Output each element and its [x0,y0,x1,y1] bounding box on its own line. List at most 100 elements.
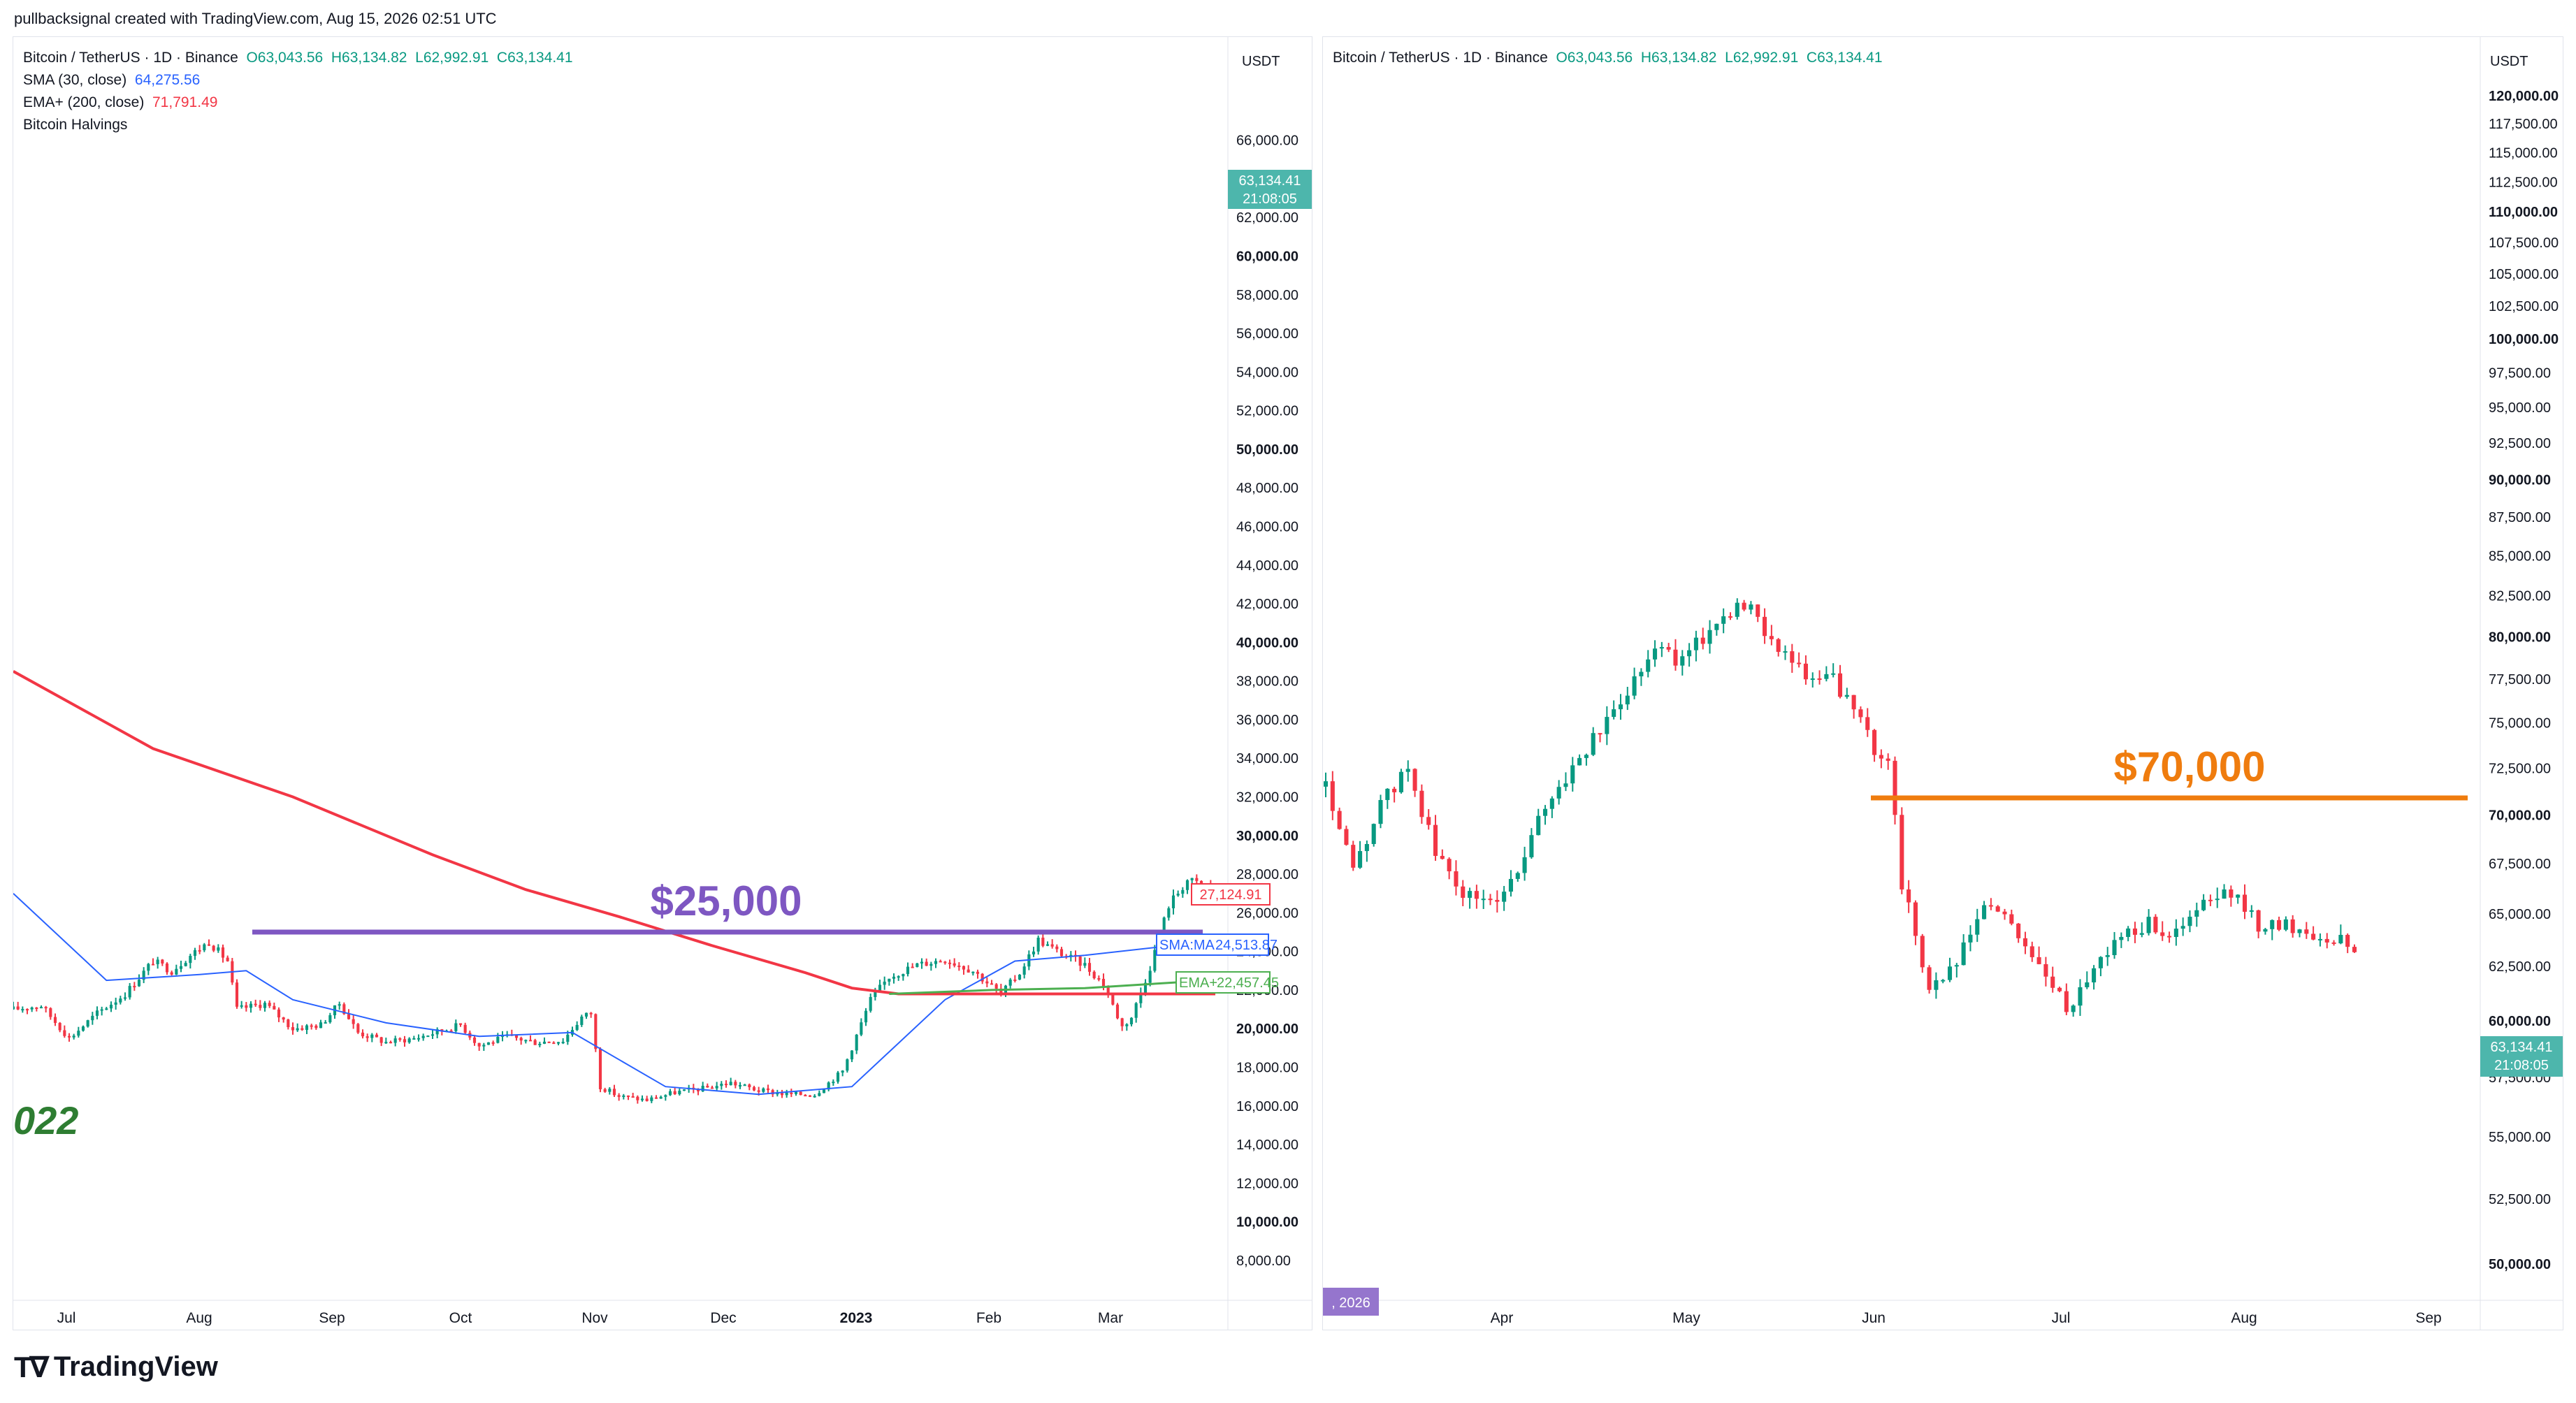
candle-body [1913,902,1918,936]
candle-body [1988,905,1993,907]
candle-body [1148,971,1152,983]
y-tick-label: 36,000.00 [1236,713,1298,728]
candle-body [193,950,197,957]
x-tick-label: Jul [2052,1310,2071,1326]
candle-body [1844,695,1849,697]
tradingview-logo[interactable]: T∇ TradingView [14,1350,218,1384]
candle-body [1139,992,1143,1003]
ema-legend-label[interactable]: EMA+ (200, close) [23,94,145,110]
candle-body [1171,895,1175,908]
sma-legend-label[interactable]: SMA (30, close) [23,72,127,88]
left-currency-label[interactable]: USDT [1242,54,1280,69]
left-chart-svg[interactable]: 8,000.00 10,000.00 12,000.00 14,000.00 16,00… [13,37,1312,1330]
halvings-legend-label[interactable]: Bitcoin Halvings [23,117,128,133]
price-badge-time: 21:08:05 [2494,1058,2549,1073]
y-tick-label: 55,000.00 [2489,1130,2551,1145]
candle-body [892,976,896,979]
candle-body [472,1037,477,1043]
candle-body [72,1035,75,1038]
price-badge[interactable] [1228,170,1312,209]
candle-body [1975,919,1980,935]
candle-body [1721,616,1726,624]
candle-body [1536,815,1541,836]
x-tick-label: Jun [1862,1310,1886,1326]
date-badge[interactable] [1323,1288,1379,1316]
candle-body [421,1035,425,1038]
candle-body [1797,662,1802,664]
candle-body [957,965,961,967]
candle-body [189,956,192,964]
candle-body [165,963,169,973]
candle-body [198,950,201,952]
candle-body [1013,979,1017,981]
candle-body [212,945,215,951]
candle-body [259,1005,262,1008]
y-tick-label: 92,500.00 [2489,436,2551,451]
candle-body [2029,946,2034,957]
candle-body [706,1086,709,1088]
right-close: C63,134.41 [1806,50,1883,66]
y-tick-label: 100,000.00 [2489,332,2559,347]
candle-body [1508,878,1514,892]
candle-body [1440,855,1445,859]
candle-body [748,1084,751,1087]
candle-body [1337,810,1342,829]
left-chart-pane[interactable]: 8,000.00 10,000.00 12,000.00 14,000.00 16,00… [13,36,1312,1330]
candle-body [524,1040,528,1042]
y-tick-label: 56,000.00 [1236,326,1298,342]
candle-body [2064,991,2069,1012]
candle-body [161,959,164,964]
candle-body [1344,829,1349,845]
right-chart-pane[interactable]: 50,000.00 52,500.00 55,000.00 57,500.00 60,0… [1322,36,2563,1330]
close-tag-value: 27,124.91 [1200,887,1262,903]
x-tick-label: Sep [319,1310,345,1326]
y-tick-label: 32,000.00 [1236,790,1298,806]
candle-body [1968,934,1973,943]
candle-body [496,1036,500,1043]
candle-body [2166,936,2172,938]
candle-body [1502,892,1507,902]
candle-body [2050,976,2055,988]
candle-body [1378,800,1383,824]
candle-body [1625,695,1630,705]
x-tick-label: Jul [57,1310,76,1326]
x-tick-label: Feb [976,1310,1001,1326]
candle-body [2338,935,2343,944]
candle-body [430,1034,435,1036]
candle-body [1735,602,1739,617]
price-badge[interactable] [2480,1036,2563,1077]
left-legend: Bitcoin / TetherUS · 1D · Binance O63,04… [23,47,573,136]
candle-body [1120,1018,1124,1026]
candle-body [622,1095,625,1097]
candle-body [673,1091,676,1095]
candle-body [53,1017,57,1024]
candle-body [594,1014,598,1049]
candle-body [1666,647,1671,650]
candle-body [296,1028,299,1031]
candle-body [2043,964,2048,977]
sma-tag[interactable] [1156,933,1269,956]
candle-body [710,1087,714,1089]
candle-body [967,969,970,973]
candle-body [580,1016,584,1025]
y-tick-label: 26,000.00 [1236,906,1298,921]
candle-body [1481,899,1486,901]
right-currency-label[interactable]: USDT [2490,54,2528,69]
candle-body [2098,957,2103,968]
right-chart-svg[interactable]: 50,000.0052,500.0055,000.0057,500.0060,0… [1323,37,2563,1330]
candle-body [95,1010,99,1016]
candle-body [263,1003,267,1008]
left-symbol: Bitcoin / TetherUS · 1D · Binance [23,50,238,66]
candle-body [1041,938,1045,946]
y-tick-label: 105,000.00 [2489,267,2559,282]
candle-body [1185,880,1189,890]
candle-body [1632,676,1637,696]
y-tick-label: 97,500.00 [2489,366,2551,381]
close-tag[interactable] [1191,883,1271,906]
candle-body [1598,733,1602,735]
candle-body [1556,787,1561,799]
ema-tag[interactable] [1175,971,1271,994]
y-tick-label: 52,000.00 [1236,404,1298,419]
candle-body [836,1073,840,1082]
y-tick-label: 52,500.00 [2489,1192,2551,1207]
